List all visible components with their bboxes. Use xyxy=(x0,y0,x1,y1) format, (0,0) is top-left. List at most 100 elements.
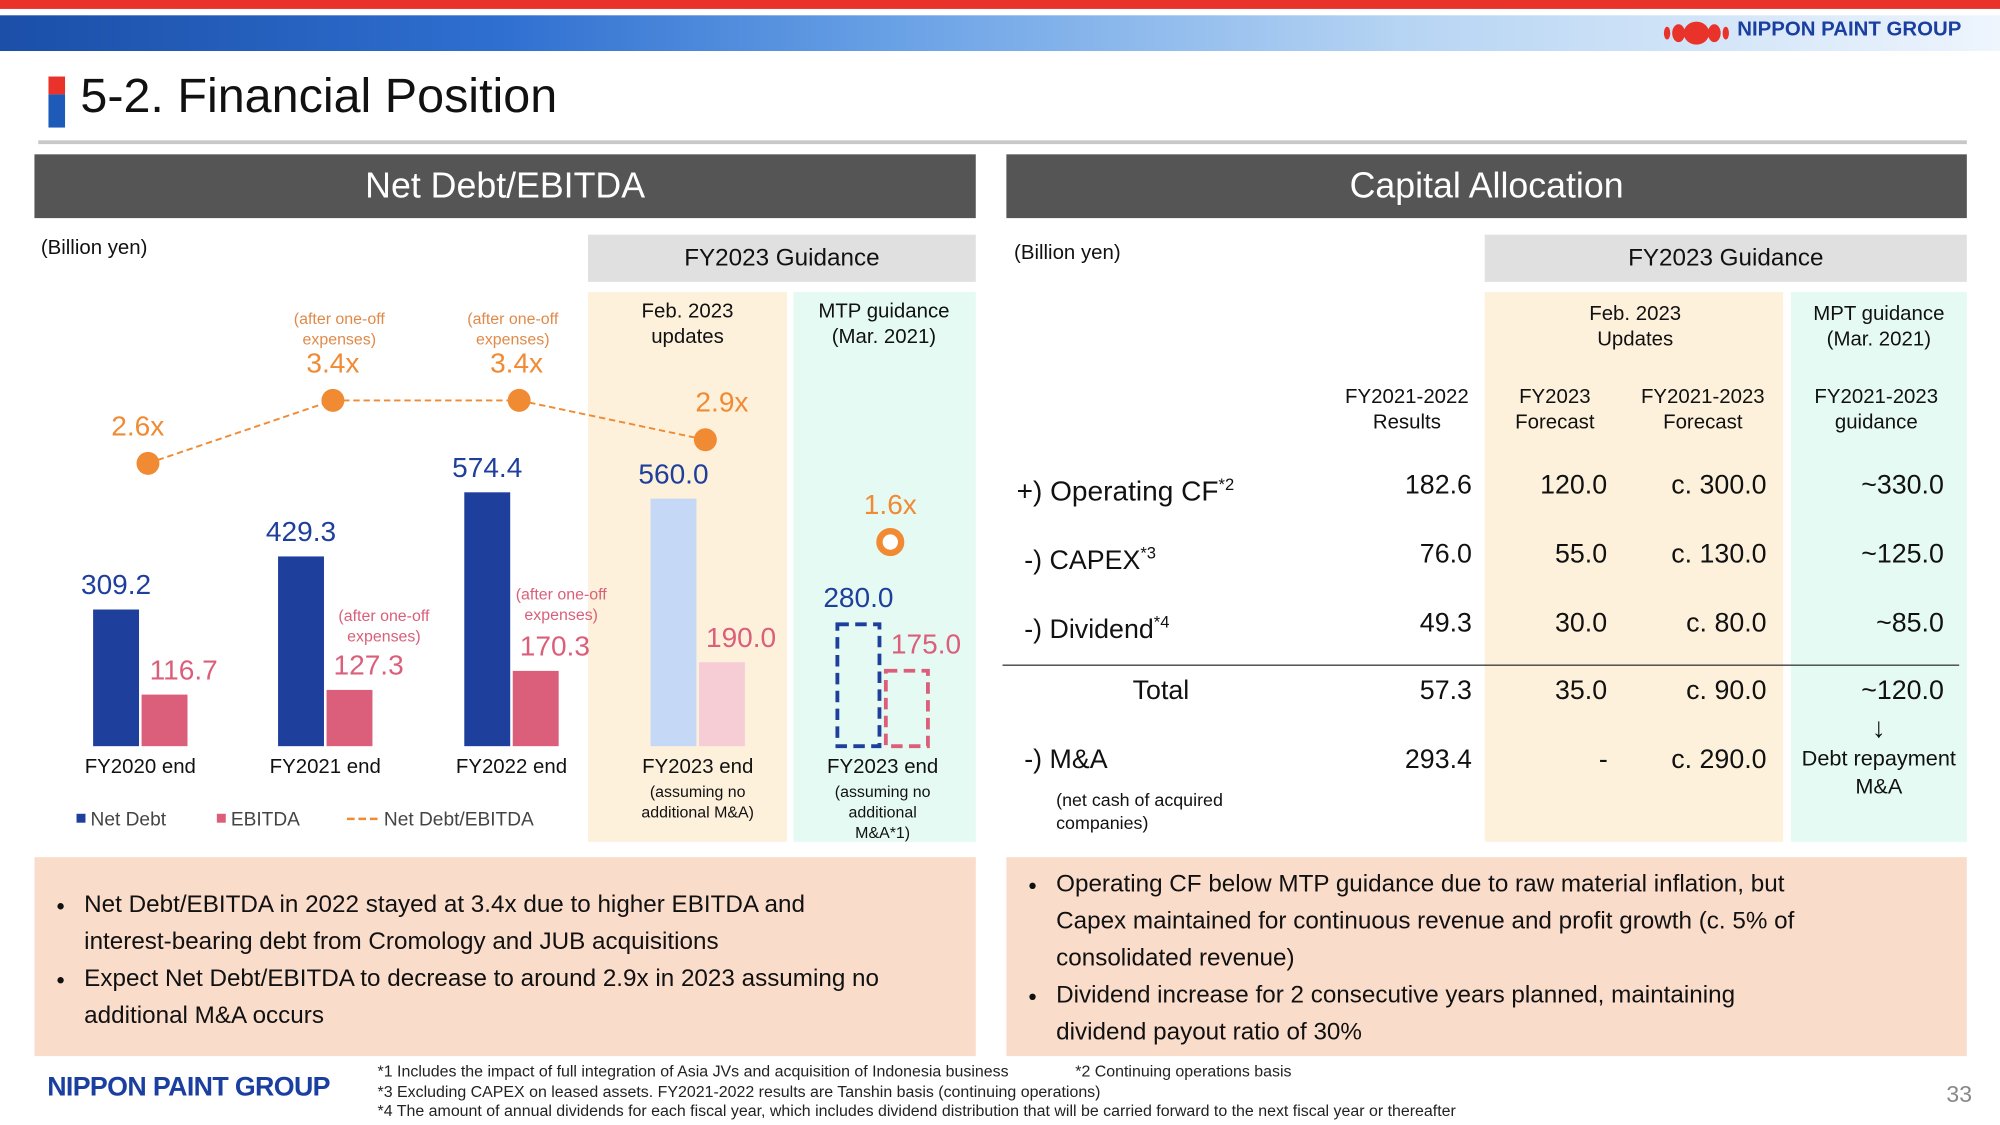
table-cell: Debt repayment M&A xyxy=(1801,746,1956,799)
right-guidance: FY2023 Guidance xyxy=(1484,234,1967,282)
annotation: (after one-off expenses) xyxy=(293,309,385,349)
left-guidance: FY2023 Guidance xyxy=(588,234,976,282)
ratio-marker xyxy=(876,528,905,557)
right-unit: (Billion yen) xyxy=(1014,242,1121,265)
table-cell: 30.0 xyxy=(1555,608,1608,638)
logo-icon xyxy=(1663,21,1729,45)
footer-logo: NIPPON PAINT GROUP xyxy=(47,1072,330,1103)
legend-swatch xyxy=(76,813,86,823)
right-note-box xyxy=(1006,857,1967,1057)
ratio-marker xyxy=(507,388,531,412)
legend-label: Net Debt/EBITDA xyxy=(384,809,534,830)
column-header: Feb. 2023 updates xyxy=(641,301,734,349)
data-label: 175.0 xyxy=(891,629,961,660)
bar xyxy=(326,689,373,747)
bar xyxy=(835,622,882,749)
bullet: Net Debt/EBITDA in 2022 stayed at 3.4x d… xyxy=(79,886,849,960)
total-rule xyxy=(1002,664,1960,666)
legend-label: Net Debt xyxy=(91,809,167,830)
mpt-column-bg xyxy=(1790,292,1967,842)
row-label-text: -) Dividend xyxy=(1024,614,1154,645)
data-label: 190.0 xyxy=(706,622,776,653)
arrow: ↓ xyxy=(1871,711,1886,744)
column-header: FY2021-2023 Forecast xyxy=(1640,386,1765,434)
ratio-marker xyxy=(321,388,345,412)
ratio-label: 2.9x xyxy=(695,387,748,418)
data-label: 280.0 xyxy=(823,582,893,613)
x-tick-label: FY2021 end xyxy=(269,756,381,779)
ratio-marker xyxy=(693,428,717,452)
ratio-label: 2.6x xyxy=(111,410,164,441)
column-header: FY2021-2023 guidance xyxy=(1814,386,1939,434)
x-tick-label: FY2023 end xyxy=(642,756,754,779)
table-cell: ~120.0 xyxy=(1861,676,1944,706)
table-cell: ~330.0 xyxy=(1861,470,1944,500)
data-label: 127.3 xyxy=(334,650,404,681)
data-label: 116.7 xyxy=(150,654,218,685)
mtp-column-bg xyxy=(793,292,976,842)
footnote: *3 Excluding CAPEX on leased assets. FY2… xyxy=(377,1082,1101,1101)
top-red-bar xyxy=(0,0,2000,9)
ratio-line-segment xyxy=(518,399,706,441)
bar xyxy=(650,498,697,747)
bar xyxy=(883,668,930,749)
left-heading: Net Debt/EBITDA xyxy=(34,154,976,219)
data-label: 309.2 xyxy=(81,569,151,600)
annotation: (after one-off expenses) xyxy=(515,585,607,624)
ratio-marker xyxy=(136,451,160,475)
left-note-box xyxy=(34,857,976,1057)
ratio-label: 1.6x xyxy=(864,489,917,520)
table-cell: 35.0 xyxy=(1555,676,1608,706)
left-unit: (Billion yen) xyxy=(40,237,148,259)
page-number: 33 xyxy=(1946,1081,1972,1108)
table-cell: c. 90.0 xyxy=(1686,676,1767,706)
table-cell: - xyxy=(1598,744,1608,775)
table-cell: 57.3 xyxy=(1419,676,1472,706)
table-cell: 120.0 xyxy=(1540,470,1608,500)
title-marker-blue xyxy=(48,94,66,128)
title-marker-red xyxy=(48,76,66,95)
data-label: 170.3 xyxy=(520,631,590,662)
header-logo: NIPPON PAINT GROUP xyxy=(1737,19,1962,41)
table-cell: c. 300.0 xyxy=(1671,470,1767,500)
slide-title: 5-2. Financial Position xyxy=(80,70,558,124)
title-rule xyxy=(38,140,1967,145)
annotation: (after one-off expenses) xyxy=(467,309,559,349)
group-header: MPT guidance (Mar. 2021) xyxy=(1813,303,1945,351)
row-label-sup: *3 xyxy=(1140,543,1157,563)
footnote: *1 Includes the impact of full integrati… xyxy=(377,1062,1009,1081)
footnote: *2 Continuing operations basis xyxy=(1075,1062,1292,1081)
row-label-sup: *2 xyxy=(1218,474,1235,494)
column-header: MTP guidance (Mar. 2021) xyxy=(818,301,950,349)
table-cell: c. 290.0 xyxy=(1671,744,1767,775)
bar xyxy=(464,492,511,747)
row-label-text: +) Operating CF xyxy=(1016,474,1219,507)
right-bullets: Operating CF below MTP guidance due to r… xyxy=(1023,866,1916,1051)
x-tick-label: FY2023 end xyxy=(827,756,939,779)
row-note: (net cash of acquired companies) xyxy=(1056,789,1223,833)
x-tick-note: (assuming no additional M&A) xyxy=(641,783,754,822)
row-label: Total xyxy=(1132,676,1190,706)
table-cell: ~85.0 xyxy=(1876,608,1944,638)
table-cell: c. 80.0 xyxy=(1686,608,1767,638)
table-cell: 182.6 xyxy=(1404,470,1472,500)
row-label-sup: *4 xyxy=(1153,612,1170,632)
data-label: 429.3 xyxy=(266,516,336,547)
data-label: 560.0 xyxy=(638,458,708,489)
bar xyxy=(278,556,324,747)
table-cell: 55.0 xyxy=(1555,539,1608,569)
bar xyxy=(698,662,745,747)
footnote: *4 The amount of annual dividends for ea… xyxy=(377,1102,1456,1120)
table-cell: c. 130.0 xyxy=(1671,539,1767,569)
column-header: FY2021-2022 Results xyxy=(1345,386,1469,434)
bullet: Expect Net Debt/EBITDA to decrease to ar… xyxy=(79,960,926,1034)
left-bullets: Net Debt/EBITDA in 2022 stayed at 3.4x d… xyxy=(51,886,944,1034)
bar xyxy=(512,670,559,747)
x-tick-label: FY2022 end xyxy=(455,756,568,779)
table-cell: 49.3 xyxy=(1419,608,1472,638)
table-cell: 293.4 xyxy=(1404,744,1472,775)
x-tick-note: (assuming no additional M&A*1) xyxy=(834,783,931,842)
ratio-label: 3.4x xyxy=(490,347,543,378)
